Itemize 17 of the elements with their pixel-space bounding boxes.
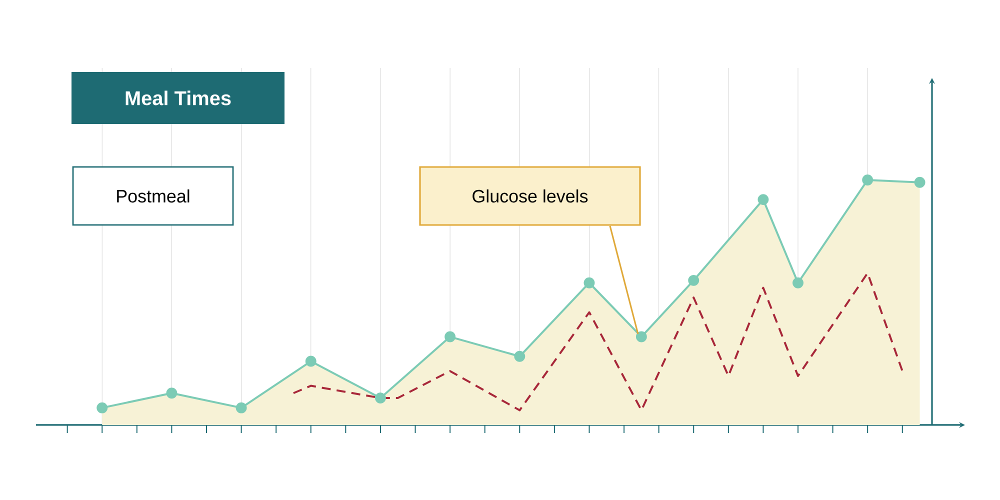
point [914, 176, 926, 188]
point [96, 402, 108, 414]
point [305, 356, 316, 367]
point [236, 402, 247, 414]
point [374, 392, 386, 404]
chart-title: Meal Times [126, 90, 231, 106]
point [862, 174, 874, 186]
point [584, 277, 595, 288]
annotation: Glucose levels [472, 189, 588, 203]
point [166, 388, 178, 399]
point [636, 331, 647, 342]
point [444, 331, 456, 342]
annotation: Postmeal [117, 189, 190, 203]
point [688, 274, 700, 286]
point [792, 277, 804, 288]
point [514, 350, 526, 362]
point [758, 194, 769, 206]
